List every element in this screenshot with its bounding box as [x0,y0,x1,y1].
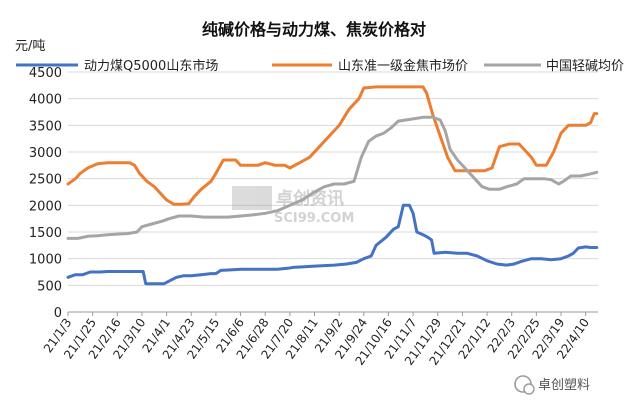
y-tick-label: 3000 [29,146,62,161]
y-tick-label: 2000 [29,199,62,214]
y-tick-label: 1000 [29,253,62,268]
legend-label-soda: 中国轻碱均价 [546,59,624,74]
y-tick-label: 1500 [29,226,62,241]
chart-title: 纯碱价格与动力煤、焦炭价格对 [202,20,426,39]
y-tick-label: 4500 [29,66,62,81]
series-layer [66,85,599,286]
grid [68,71,598,313]
y-tick-label: 0 [54,306,62,321]
y-axis-label: 元/吨 [15,39,45,54]
corner-badge: 卓创塑料 [514,375,590,395]
y-tick-label: 500 [37,279,62,294]
x-axis: 21/1/321/1/2521/2/1621/3/1021/4/121/4/23… [41,312,592,368]
legend-label-coal: 动力煤Q5000山东市场 [84,58,218,74]
legend: 动力煤Q5000山东市场 山东准一级金焦市场价 中国轻碱均价 [16,58,624,74]
y-tick-label: 2500 [29,173,62,188]
y-tick-label: 3500 [29,119,62,134]
wechat-icon-dot [523,383,535,395]
y-tick-label: 4000 [29,93,62,108]
series-line-0 [66,203,599,286]
series-line-1 [66,85,599,206]
watermark: 卓创资讯 SCI99.COM [232,186,354,226]
watermark-brand-en: SCI99.COM [274,211,354,226]
series-line-2 [66,115,599,240]
legend-label-coke: 山东准一级金焦市场价 [338,58,468,74]
y-axis: 0 500 1000 1500 2000 2500 3000 3500 4000 4500 [29,66,62,321]
corner-label: 卓创塑料 [538,378,590,393]
watermark-logo-icon [232,186,272,210]
